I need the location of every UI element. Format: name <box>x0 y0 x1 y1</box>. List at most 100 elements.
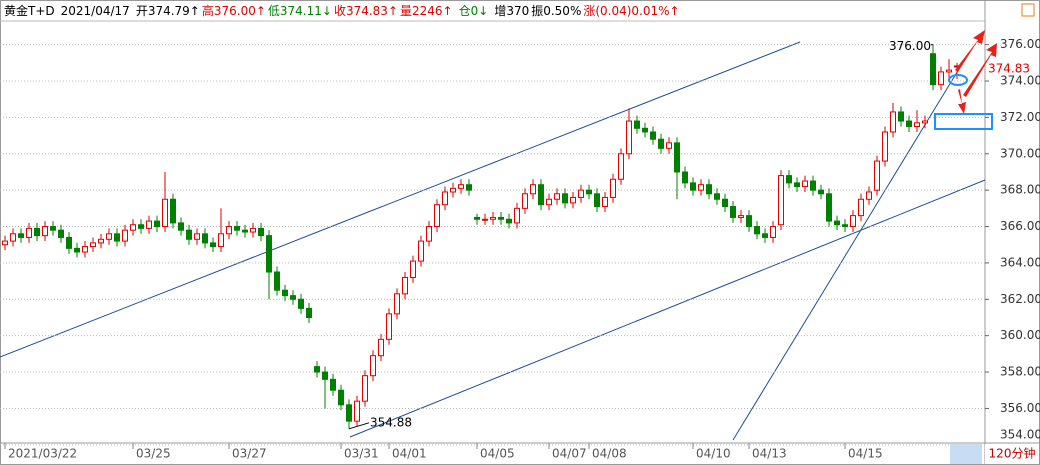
x-tick-label: 2021/03/22 <box>8 447 77 461</box>
candle-body <box>698 184 704 191</box>
candle-body <box>386 313 392 340</box>
candle-body <box>706 184 712 195</box>
candle-body <box>834 220 840 226</box>
candle-body <box>610 178 616 198</box>
candle-body <box>178 222 184 231</box>
period-box[interactable] <box>985 444 1039 464</box>
candle-body <box>898 111 904 122</box>
candle-body <box>658 138 664 149</box>
candle-body <box>90 242 96 248</box>
highlight-box <box>934 113 993 130</box>
trend-line <box>349 179 986 438</box>
candle-body <box>162 198 168 228</box>
candle-body <box>650 131 656 140</box>
trend-line <box>732 63 963 441</box>
arrow <box>955 30 985 72</box>
x-tick-label: 04/13 <box>752 447 787 461</box>
candle-body <box>946 69 952 73</box>
candle-body <box>410 260 416 278</box>
candle-body <box>642 127 648 133</box>
candle-body <box>362 375 368 402</box>
last-price: 374.83 <box>988 61 1030 75</box>
y-tick-label: 364.00 <box>1000 255 1040 269</box>
candle-body <box>770 226 776 238</box>
candle-body <box>42 226 48 237</box>
candle-body <box>330 378 336 391</box>
x-tick-label: 03/25 <box>136 447 171 461</box>
candle-body <box>114 233 120 242</box>
candle-body <box>306 307 312 318</box>
candle-body <box>890 111 896 133</box>
x-tick-label: 04/08 <box>592 447 627 461</box>
candle-body <box>802 180 808 188</box>
candle-body <box>674 142 680 173</box>
candle-body <box>778 175 784 226</box>
candle-body <box>754 226 760 235</box>
candle-body <box>194 233 200 240</box>
candle-body <box>578 189 584 198</box>
candle-body <box>234 226 240 231</box>
candle-body <box>122 229 128 242</box>
candle-body <box>930 53 936 86</box>
candle-body <box>626 120 632 155</box>
trend-line <box>0 41 801 358</box>
candle-body <box>794 182 800 188</box>
x-tick-label: 03/31 <box>344 447 379 461</box>
candle-body <box>762 233 768 238</box>
candle-body <box>10 233 16 242</box>
candle-body <box>842 224 848 228</box>
candle-body <box>498 216 504 220</box>
candle-body <box>186 229 192 240</box>
candle-body <box>714 193 720 200</box>
y-tick-label: 362.00 <box>1000 292 1040 306</box>
x-tick-label: 04/15 <box>848 447 883 461</box>
candle-body <box>26 227 32 238</box>
candle-body <box>98 238 104 244</box>
candle-body <box>34 227 40 237</box>
arrow <box>963 43 997 97</box>
trend-lines <box>0 41 986 441</box>
stat: 高376.00↑ <box>202 3 266 18</box>
candle-body <box>314 366 320 373</box>
candle-body <box>602 196 608 208</box>
candle-body <box>378 338 384 357</box>
candle-body <box>138 224 144 229</box>
candle-body <box>402 276 408 295</box>
candle-body <box>322 371 328 380</box>
candle-body <box>58 229 64 238</box>
candle-body <box>370 355 376 377</box>
header: 黄金T+D 2021/04/17 开374.79↑ 高376.00↑ 低374.11↓ 收… <box>4 3 680 18</box>
stat: 收374.83↑ <box>334 4 398 18</box>
candle-body <box>554 193 560 200</box>
candle-body <box>242 229 248 233</box>
settings-icon[interactable] <box>1021 3 1035 17</box>
candle-body <box>490 216 496 220</box>
arrow <box>958 89 966 114</box>
candle-body <box>2 240 8 246</box>
candle-body <box>522 193 528 209</box>
x-tick-label: 03/27 <box>232 447 267 461</box>
candle-body <box>74 247 80 253</box>
candle-body <box>738 215 744 218</box>
candle-body <box>538 184 544 206</box>
candle-body <box>66 236 72 249</box>
x-tick-label: 04/07 <box>552 447 587 461</box>
annotation-leader <box>348 422 370 430</box>
candle-body <box>618 153 624 180</box>
candle-body <box>786 175 792 184</box>
stat: 振0.50% <box>531 4 581 18</box>
candle-body <box>474 216 480 220</box>
candle-body <box>250 227 256 233</box>
highlight-ellipse <box>948 74 968 86</box>
candle-body <box>482 218 488 221</box>
y-tick-label: 376.00 <box>1000 37 1040 51</box>
candle-body <box>130 224 136 231</box>
y-tick-label: 354.00 <box>1000 428 1040 442</box>
cursor-box <box>950 444 982 464</box>
period[interactable]: 120分钟 <box>989 446 1036 461</box>
x-tick-label: 04/05 <box>480 447 515 461</box>
candle-body <box>218 233 224 248</box>
candle-body <box>850 215 856 228</box>
